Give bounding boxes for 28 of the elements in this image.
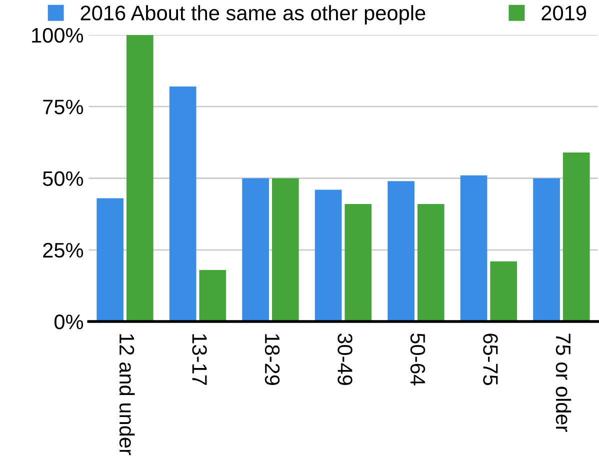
- x-tick-label: 50-64: [410, 333, 426, 386]
- bar: [96, 198, 124, 322]
- bar: [460, 175, 488, 322]
- bar: [490, 261, 518, 322]
- y-tick-label: 50%: [42, 171, 84, 186]
- bar: [242, 178, 269, 322]
- x-tick-label: 12 and under: [119, 334, 135, 456]
- bar: [417, 204, 444, 322]
- y-tick-label: 75%: [43, 100, 84, 114]
- legend-label: 2019: [542, 6, 586, 20]
- legend-label: 2016 About the same as other people: [80, 5, 426, 25]
- y-tick-label: 25%: [43, 242, 84, 258]
- bar: [199, 270, 226, 322]
- bar: [344, 204, 372, 322]
- x-tick-label: 30-49: [338, 333, 352, 385]
- bar: [126, 34, 154, 322]
- x-tick-label: 13-17: [192, 334, 207, 385]
- x-tick-label: 65-75: [483, 334, 498, 386]
- bar: [533, 178, 560, 322]
- bar: [169, 86, 196, 322]
- bar: [388, 181, 414, 322]
- x-tick-label: 75 or older: [556, 334, 572, 432]
- y-tick-label: 0%: [54, 314, 84, 330]
- bar: [314, 190, 342, 322]
- y-tick-label: 100%: [32, 28, 84, 43]
- bar: [272, 178, 299, 322]
- bar: [562, 152, 590, 322]
- x-tick-label: 18-29: [264, 334, 280, 385]
